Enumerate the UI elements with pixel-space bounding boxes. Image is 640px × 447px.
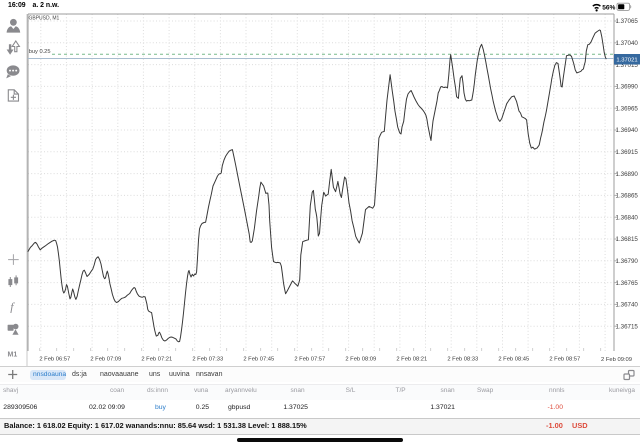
svg-text:2 Feb 09:09: 2 Feb 09:09	[601, 357, 632, 363]
svg-text:1.36990: 1.36990	[616, 84, 639, 91]
svg-text:2 Feb 07:09: 2 Feb 07:09	[90, 357, 121, 363]
svg-text:1.36890: 1.36890	[616, 171, 639, 178]
svg-text:1.37065: 1.37065	[616, 18, 639, 25]
svg-text:1.36715: 1.36715	[616, 323, 639, 330]
svg-text:1.36865: 1.36865	[616, 193, 639, 200]
svg-text:2 Feb 08:57: 2 Feb 08:57	[549, 357, 580, 363]
svg-text:2 Feb 08:45: 2 Feb 08:45	[498, 357, 529, 363]
svg-text:1.36915: 1.36915	[616, 149, 639, 156]
svg-text:2 Feb 06:57: 2 Feb 06:57	[39, 357, 70, 363]
svg-text:1.36790: 1.36790	[616, 258, 639, 265]
svg-text:1.36840: 1.36840	[616, 214, 639, 221]
svg-text:1.37021: 1.37021	[616, 58, 637, 64]
svg-text:1.36815: 1.36815	[616, 236, 639, 243]
svg-text:2 Feb 08:09: 2 Feb 08:09	[345, 357, 376, 363]
svg-text:2 Feb 08:33: 2 Feb 08:33	[447, 357, 478, 363]
svg-text:2 Feb 07:33: 2 Feb 07:33	[192, 357, 223, 363]
svg-text:1.36940: 1.36940	[616, 127, 639, 134]
svg-text:1.37040: 1.37040	[616, 40, 639, 47]
svg-text:1.37015: 1.37015	[616, 62, 639, 69]
svg-text:2 Feb 07:45: 2 Feb 07:45	[243, 357, 274, 363]
svg-text:M1: M1	[8, 351, 18, 358]
svg-text:f: f	[10, 299, 15, 313]
svg-text:buy 0.25: buy 0.25	[29, 49, 51, 55]
svg-text:2 Feb 08:21: 2 Feb 08:21	[396, 357, 427, 363]
svg-text:1.36965: 1.36965	[616, 105, 639, 112]
svg-text:2 Feb 07:21: 2 Feb 07:21	[141, 357, 172, 363]
svg-text:1.36765: 1.36765	[616, 280, 639, 287]
svg-text:56%: 56%	[602, 4, 615, 11]
svg-text:1.36740: 1.36740	[616, 302, 639, 309]
svg-text:GBPUSD, M1: GBPUSD, M1	[29, 16, 60, 22]
svg-text:2 Feb 07:57: 2 Feb 07:57	[294, 357, 325, 363]
